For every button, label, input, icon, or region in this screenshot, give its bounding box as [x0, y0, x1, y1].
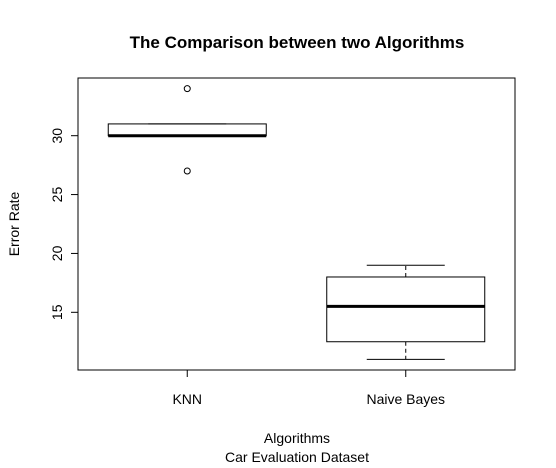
outlier-point [183, 85, 191, 93]
box-body [326, 276, 486, 343]
box-body [107, 123, 267, 137]
y-tick-label: 15 [49, 304, 65, 320]
x-axis: KNN Naive Bayes [172, 369, 445, 407]
chart-title: The Comparison between two Algorithms [130, 33, 465, 52]
y-tick-label: 25 [49, 187, 65, 203]
plot-frame [77, 77, 516, 371]
box-knn [107, 85, 267, 175]
y-tick-label: 30 [49, 128, 65, 144]
y-axis-label: Error Rate [6, 192, 22, 257]
x-axis-label: Algorithms [264, 430, 330, 446]
chart-subtitle: Car Evaluation Dataset [225, 449, 369, 465]
x-tick-label: KNN [172, 391, 202, 407]
box-naive-bayes [326, 264, 486, 360]
boxes [107, 85, 486, 360]
y-axis: 15 20 25 30 [49, 128, 79, 320]
x-tick-label: Naive Bayes [366, 391, 445, 407]
outlier-point [183, 167, 191, 175]
y-tick-label: 20 [49, 245, 65, 261]
